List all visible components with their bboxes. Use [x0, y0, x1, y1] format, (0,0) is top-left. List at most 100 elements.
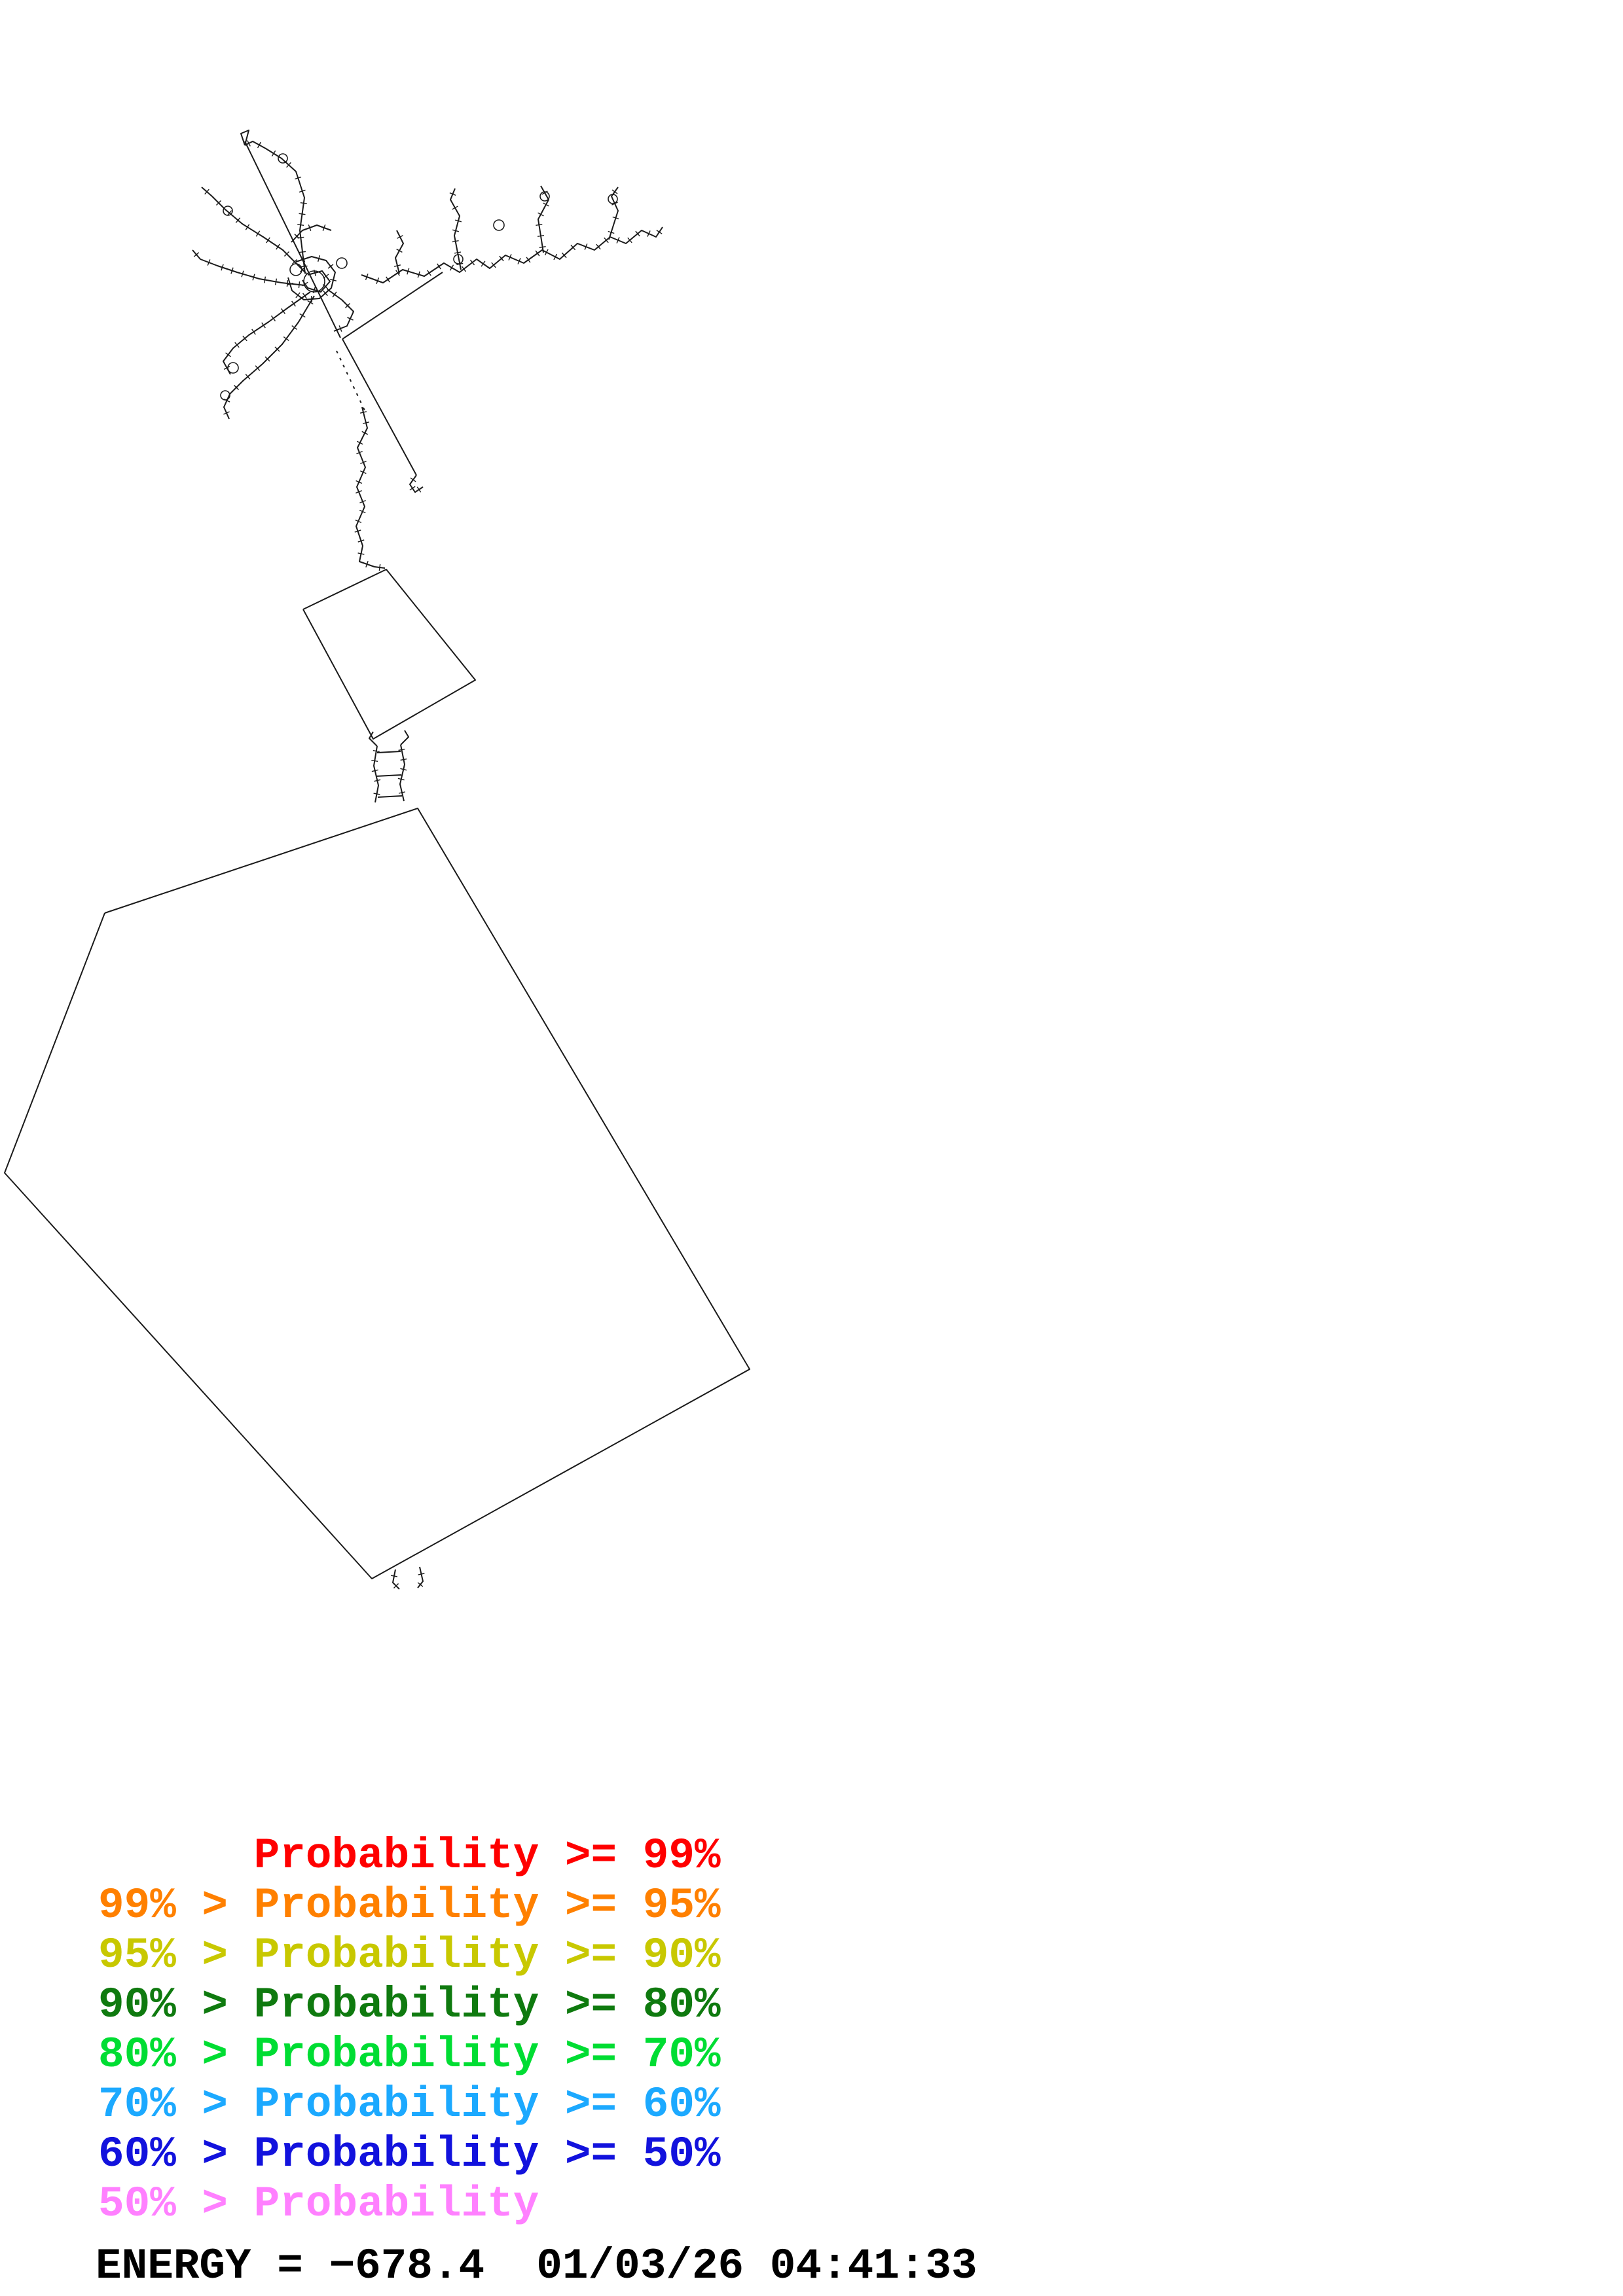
base-tick	[356, 450, 363, 455]
base-tick	[461, 266, 467, 272]
base-tick	[386, 276, 390, 283]
base-tick	[397, 235, 403, 239]
base-tick	[409, 486, 416, 491]
base-tick	[561, 252, 567, 259]
base-tick	[481, 260, 486, 267]
structure-path	[327, 289, 354, 332]
loop-circle	[223, 206, 233, 216]
base-tick	[297, 224, 304, 226]
base-tick	[608, 230, 615, 234]
structure-path	[376, 751, 401, 753]
structure-path	[223, 295, 315, 420]
structure-path	[342, 338, 417, 476]
base-tick	[234, 342, 240, 348]
structure-path	[240, 130, 249, 146]
base-tick	[635, 230, 640, 237]
structure-path	[336, 350, 365, 411]
base-tick	[553, 253, 558, 260]
base-tick	[308, 224, 312, 231]
base-tick	[318, 255, 320, 262]
base-tick	[499, 255, 504, 262]
loop-circle	[278, 153, 288, 164]
base-tick	[225, 352, 231, 357]
base-tick	[221, 264, 224, 271]
base-tick	[378, 564, 381, 571]
base-tick	[302, 256, 306, 262]
base-tick	[227, 210, 232, 216]
base-tick	[266, 237, 270, 243]
base-tick	[627, 237, 632, 243]
base-tick	[291, 259, 298, 265]
base-tick	[538, 212, 544, 217]
base-tick	[407, 268, 410, 275]
base-tick	[508, 254, 512, 260]
base-tick	[491, 262, 496, 268]
base-tick	[245, 374, 251, 380]
base-tick	[365, 274, 369, 280]
base-tick	[270, 315, 276, 321]
base-tick	[647, 230, 651, 237]
base-tick	[286, 162, 291, 168]
base-tick	[526, 257, 531, 263]
structure-path	[361, 226, 663, 283]
base-tick	[322, 224, 326, 231]
base-tick	[611, 189, 618, 194]
base-tick	[362, 422, 370, 424]
base-tick	[360, 460, 367, 465]
base-tick	[374, 779, 381, 782]
base-tick	[537, 235, 545, 237]
structure-path	[400, 730, 409, 745]
base-tick	[274, 278, 278, 285]
base-tick	[344, 302, 351, 309]
base-tick	[291, 325, 298, 331]
base-tick	[287, 282, 293, 286]
base-tick	[276, 243, 280, 250]
base-tick	[395, 270, 400, 276]
base-tick	[356, 440, 363, 445]
loop-circle	[303, 270, 325, 293]
legend-item: 95% > Probability >= 90%	[98, 1931, 721, 1980]
base-tick	[295, 292, 301, 298]
base-tick	[252, 274, 255, 281]
base-tick	[398, 791, 406, 794]
base-tick	[452, 229, 460, 232]
base-tick	[193, 252, 200, 257]
base-tick	[264, 356, 270, 362]
base-tick	[283, 336, 289, 342]
base-tick	[356, 490, 362, 494]
base-tick	[255, 230, 261, 237]
loop-circle	[493, 219, 505, 231]
structure-path	[417, 1566, 424, 1588]
base-tick	[400, 768, 407, 771]
base-tick	[299, 251, 306, 253]
base-tick	[241, 270, 244, 278]
base-tick	[274, 346, 280, 352]
base-tick	[329, 279, 337, 281]
structure-path	[291, 224, 332, 243]
base-tick	[536, 224, 543, 226]
base-tick	[449, 264, 454, 271]
probability-legend: Probability >= 99% 99% > Probability >= 9…	[98, 1831, 721, 2229]
base-tick	[302, 281, 308, 287]
base-tick	[223, 411, 230, 415]
loop-circle	[227, 362, 239, 374]
base-tick	[427, 270, 431, 276]
base-tick	[544, 249, 549, 256]
structure-path	[450, 188, 462, 270]
base-tick	[418, 1573, 425, 1575]
base-tick	[373, 793, 380, 795]
base-tick	[242, 335, 247, 342]
loop-circle	[220, 390, 230, 401]
structure-path	[377, 795, 403, 798]
structure-path	[356, 406, 386, 569]
structure-path	[287, 256, 336, 300]
base-tick	[376, 278, 380, 284]
structure-path	[302, 569, 476, 740]
base-tick	[357, 552, 365, 555]
loop-circle	[608, 194, 618, 204]
base-tick	[245, 224, 250, 230]
base-tick	[396, 248, 403, 253]
base-tick	[469, 259, 475, 266]
base-tick	[454, 251, 462, 254]
base-tick	[397, 778, 405, 781]
